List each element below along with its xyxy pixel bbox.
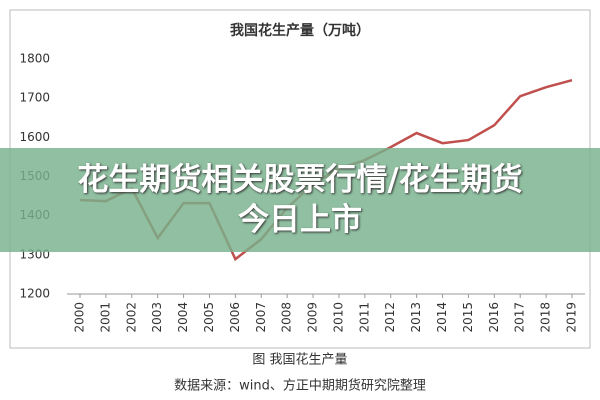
- x-tick-label: 2002: [124, 302, 138, 333]
- x-tick-label: 2004: [176, 302, 190, 333]
- x-tick-label: 2005: [202, 302, 216, 333]
- x-tick-label: 2001: [98, 302, 112, 333]
- x-tick-label: 2000: [73, 302, 87, 333]
- x-tick-label: 2009: [306, 302, 320, 333]
- y-tick-label: 1800: [19, 52, 50, 66]
- x-tick-label: 2008: [280, 302, 294, 333]
- x-tick-label: 2011: [357, 302, 371, 333]
- x-tick-label: 2003: [150, 302, 164, 333]
- source: 数据来源：wind、方正中期期货研究院整理: [174, 378, 426, 394]
- banner: 花生期货相关股票行情/花生期货 今日上市: [0, 148, 600, 252]
- banner-line: 花生期货相关股票行情/花生期货: [77, 162, 523, 198]
- x-tick-label: 2012: [383, 302, 397, 333]
- x-tick-label: 2015: [461, 302, 475, 333]
- x-tick-label: 2018: [539, 302, 553, 333]
- x-tick-label: 2017: [513, 302, 527, 333]
- x-tick-label: 2014: [435, 302, 449, 333]
- y-tick-label: 1600: [19, 130, 50, 144]
- y-tick-label: 1700: [19, 91, 50, 105]
- x-tick-label: 2019: [565, 302, 579, 333]
- chart-title: 我国花生产量（万吨）: [230, 22, 370, 39]
- y-tick-label: 1200: [19, 287, 50, 301]
- x-tick-label: 2016: [487, 302, 501, 333]
- x-tick-label: 2007: [254, 302, 268, 333]
- x-tick-label: 2010: [331, 302, 345, 333]
- banner-line: 今日上市: [238, 202, 362, 238]
- caption: 图 我国花生产量: [252, 352, 347, 368]
- x-tick-label: 2006: [228, 302, 242, 333]
- x-tick-label: 2013: [409, 302, 423, 333]
